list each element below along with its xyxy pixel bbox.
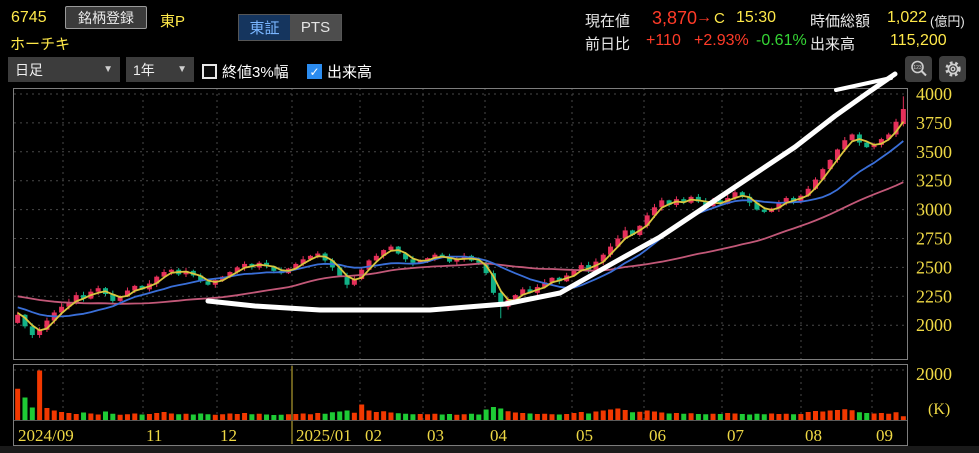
svg-text:2024/09: 2024/09	[18, 426, 74, 445]
stock-name: ホーチキ	[10, 36, 71, 53]
svg-text:03: 03	[427, 426, 444, 445]
svg-text:2750: 2750	[916, 229, 952, 249]
volume-checkbox-label: 出来高	[327, 64, 373, 81]
period-select-value: 日足	[15, 61, 43, 78]
svg-text:2000: 2000	[916, 364, 952, 384]
svg-text:4000: 4000	[916, 84, 952, 104]
settings-gear-button[interactable]	[939, 56, 966, 82]
svg-text:3500: 3500	[916, 142, 952, 162]
svg-text:3000: 3000	[916, 200, 952, 220]
svg-text:2500: 2500	[916, 257, 952, 277]
svg-text:04: 04	[490, 426, 508, 445]
svg-text:07: 07	[727, 426, 745, 445]
market-cap-value: 1,022	[887, 9, 928, 26]
change-percent: +2.93%	[694, 32, 749, 49]
change-value: +110	[646, 32, 681, 49]
volume-option: ✓ 出来高	[307, 61, 372, 82]
tab-tosho[interactable]: 東証	[239, 15, 290, 40]
volume-label: 出来高	[810, 36, 856, 53]
change-label: 前日比	[585, 36, 631, 53]
svg-text:123: 123	[913, 65, 922, 71]
svg-text:05: 05	[576, 426, 593, 445]
range-select-value: 1年	[133, 61, 155, 78]
zoom-range-button[interactable]: 123	[905, 56, 932, 82]
volume-value: 115,200	[890, 32, 947, 49]
close-band-checkbox[interactable]	[202, 64, 217, 79]
current-price-value: 3,870	[652, 8, 698, 28]
register-stock-button[interactable]: 銘柄登録	[65, 6, 147, 29]
trend-arrow-annotation	[834, 76, 893, 92]
svg-text:09: 09	[876, 426, 893, 445]
close-band-label: 終値3%幅	[222, 64, 289, 81]
quote-time: 15:30	[736, 9, 777, 26]
range-select[interactable]: 1年 ▼	[126, 57, 194, 82]
svg-text:02: 02	[365, 426, 382, 445]
gear-icon	[944, 61, 961, 77]
svg-text:12: 12	[220, 426, 237, 445]
trend-arrow-icon: →	[696, 9, 712, 26]
svg-text:11: 11	[146, 426, 162, 445]
svg-text:2250: 2250	[916, 286, 952, 306]
tab-pts[interactable]: PTS	[290, 15, 341, 40]
close-flag: C	[714, 10, 725, 27]
svg-text:3250: 3250	[916, 171, 952, 191]
svg-text:2000: 2000	[916, 315, 952, 335]
svg-text:(K): (K)	[928, 401, 950, 418]
market-cap-label: 時価総額	[810, 13, 871, 30]
svg-text:2025/01: 2025/01	[296, 426, 352, 445]
stock-code: 6745	[11, 9, 47, 26]
market-section-label: 東P	[160, 13, 186, 30]
chevron-down-icon: ▼	[103, 64, 113, 75]
market-cap-unit: (億円)	[930, 14, 965, 29]
close-band-option: 終値3%幅	[202, 61, 289, 82]
exchange-tab-group: 東証 PTS	[238, 14, 342, 41]
period-select[interactable]: 日足 ▼	[8, 57, 120, 82]
deviation-percent: -0.61%	[756, 32, 807, 49]
current-price-label: 現在値	[585, 13, 631, 30]
magnifier-123-icon: 123	[910, 60, 927, 77]
svg-text:3750: 3750	[916, 113, 952, 133]
svg-text:06: 06	[649, 426, 666, 445]
volume-checkbox[interactable]: ✓	[307, 64, 322, 79]
chevron-down-icon: ▼	[177, 64, 187, 75]
svg-text:08: 08	[805, 426, 822, 445]
